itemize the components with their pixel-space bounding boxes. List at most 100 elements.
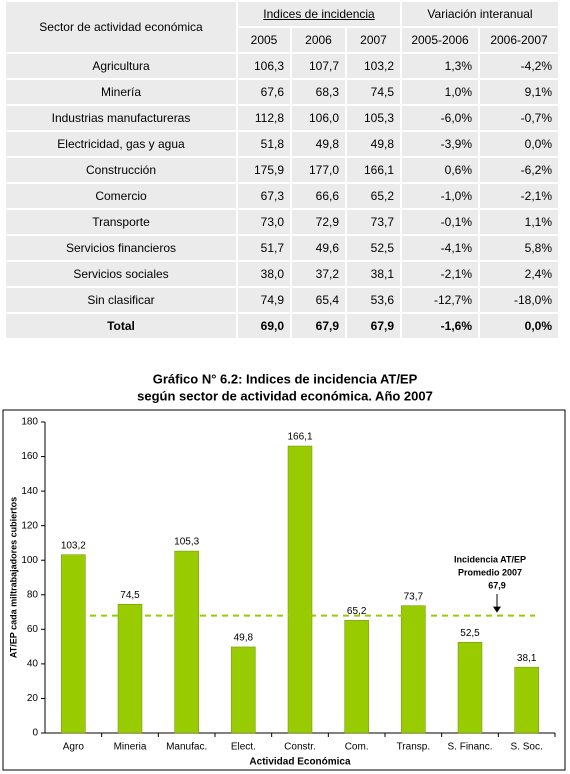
row-label: Transporte [4, 208, 238, 236]
cell: -4,2% [478, 52, 561, 80]
cell: 73,0 [236, 208, 292, 236]
cell: -2,1% [478, 182, 561, 210]
data-table: Sector de actividad económica Indices de… [4, 0, 561, 340]
y-tick-label: 80 [27, 589, 39, 600]
reference-arrowhead [493, 606, 501, 613]
chart: Gráfico N° 6.2: Indices de incidencia AT… [2, 371, 566, 771]
value-label: 105,3 [174, 537, 199, 548]
cell: -18,0% [478, 286, 561, 314]
cell: 106,0 [290, 104, 347, 132]
x-tick-label: Elect. [231, 742, 256, 753]
reference-text: Promedio 2007 [458, 567, 522, 577]
row-label: Minería [4, 78, 238, 106]
cell: 105,3 [344, 104, 403, 132]
cell: 112,8 [236, 104, 292, 132]
x-tick-label: Transp. [397, 742, 431, 753]
row-label: Construcción [4, 156, 238, 184]
x-axis-label: Actividad Económica [249, 757, 351, 768]
x-tick-label: Com. [345, 742, 369, 753]
bar [231, 646, 256, 734]
y-tick-label: 100 [21, 555, 38, 566]
cell: 2,4% [478, 260, 561, 288]
table-row: Sin clasificar 74,9 65,4 53,6 -12,7% -18,0% [4, 286, 561, 314]
cell: -0,7% [478, 104, 561, 132]
bar [344, 620, 369, 734]
cell: 49,8 [290, 130, 347, 158]
cell: 65,4 [290, 286, 347, 314]
value-label: 103,2 [61, 540, 86, 551]
cell: -3,9% [400, 130, 481, 158]
cell: 72,9 [290, 208, 347, 236]
header-cell: 2005-2006 [400, 26, 481, 54]
bar [401, 605, 426, 734]
header-row: Sector de actividad económica Indices de… [4, 0, 561, 54]
header-cell: Variación interanual [400, 0, 561, 28]
x-tick-label: Agro [63, 742, 85, 753]
cell: 103,2 [344, 52, 403, 80]
cell: 49,6 [290, 234, 347, 262]
cell: 73,7 [344, 208, 403, 236]
cell: 177,0 [290, 156, 347, 184]
table-row: Servicios sociales 38,0 37,2 38,1 -2,1% 2,4% [4, 260, 561, 288]
y-tick-label: 0 [32, 728, 38, 739]
table-row: Agricultura 106,3 107,7 103,2 1,3% -4,2% [4, 52, 561, 80]
bar [457, 642, 483, 734]
cell: 52,5 [344, 234, 403, 262]
cell: 69,0 [236, 312, 292, 340]
bar [514, 666, 539, 734]
bar [117, 604, 143, 734]
x-tick-label: S. Financ. [447, 742, 492, 753]
cell: -1,0% [400, 182, 481, 210]
row-label: Industrias manufactureras [4, 104, 238, 132]
table-row: Transporte 73,0 72,9 73,7 -0,1% 1,1% [4, 208, 561, 236]
cell: 67,6 [236, 78, 292, 106]
bar [61, 554, 86, 734]
cell: 37,2 [290, 260, 347, 288]
cell: 0,0% [478, 312, 561, 340]
cell: 175,9 [236, 156, 292, 184]
row-label: Agricultura [4, 52, 238, 80]
chart-title: Gráfico N° 6.2: Indices de incidencia AT… [153, 371, 418, 386]
value-label: 49,8 [234, 633, 254, 644]
y-tick-label: 120 [21, 520, 38, 531]
value-label: 38,1 [517, 653, 537, 664]
row-label: Total [4, 312, 238, 340]
cell: -4,1% [400, 234, 481, 262]
cell: -6,2% [478, 156, 561, 184]
table-row: Minería 67,6 68,3 74,5 1,0% 9,1% [4, 78, 561, 106]
header-cell: 2005 [236, 26, 292, 54]
value-label: 73,7 [404, 591, 424, 602]
header-cell: 2006-2007 [478, 26, 561, 54]
y-tick-label: 40 [27, 659, 39, 670]
value-label: 74,5 [120, 590, 140, 601]
chart-frame [2, 409, 566, 771]
reference-label: 67,9 [488, 580, 506, 590]
cell: 67,9 [290, 312, 347, 340]
cell: 66,6 [290, 182, 347, 210]
value-label: 52,5 [460, 628, 480, 639]
cell: -1,6% [400, 312, 481, 340]
cell: 106,3 [236, 52, 292, 80]
y-tick-label: 160 [21, 451, 38, 462]
x-tick-label: Constr. [284, 742, 316, 753]
cell: 51,8 [236, 130, 292, 158]
cell: 74,9 [236, 286, 292, 314]
cell: -0,1% [400, 208, 481, 236]
cell: -2,1% [400, 260, 481, 288]
cell: 1,3% [400, 52, 481, 80]
cell: 51,7 [236, 234, 292, 262]
cell: -6,0% [400, 104, 481, 132]
cell: 0,6% [400, 156, 481, 184]
y-tick-label: 60 [27, 624, 39, 635]
table-row: Electricidad, gas y agua 51,8 49,8 49,8 -3,9… [4, 130, 561, 158]
row-label: Electricidad, gas y agua [4, 130, 238, 158]
cell: 107,7 [290, 52, 347, 80]
reference-text: Incidencia AT/EP [454, 554, 526, 564]
x-tick-label: Mineria [114, 742, 147, 753]
table-row: Industrias manufactureras 112,8 106,0 105,3… [4, 104, 561, 132]
header-cell: 2007 [344, 26, 403, 54]
value-label: 65,2 [347, 606, 367, 617]
row-label: Servicios sociales [4, 260, 238, 288]
cell: 65,2 [344, 182, 403, 210]
